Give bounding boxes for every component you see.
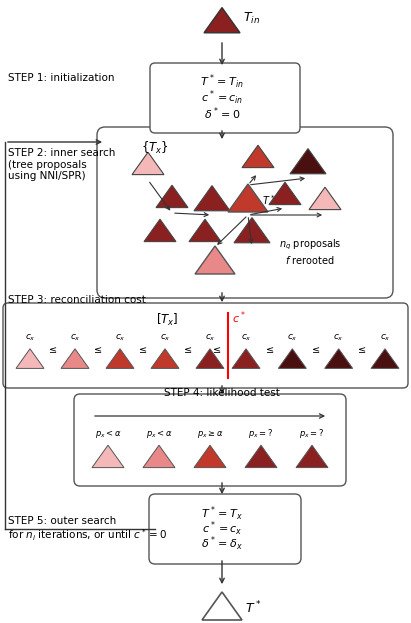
FancyBboxPatch shape (74, 394, 346, 486)
Polygon shape (189, 219, 221, 242)
Text: STEP 3: reconciliation cost: STEP 3: reconciliation cost (8, 295, 146, 305)
Polygon shape (156, 185, 188, 207)
Polygon shape (16, 349, 44, 368)
Text: $\leq$: $\leq$ (47, 345, 58, 355)
Text: $T_{in}$: $T_{in}$ (243, 11, 260, 26)
Polygon shape (296, 445, 328, 468)
Polygon shape (196, 349, 224, 368)
Text: STEP 2: inner search
(tree proposals
using NNI/SPR): STEP 2: inner search (tree proposals usi… (8, 148, 115, 181)
Text: $\delta^* = \delta_x$: $\delta^* = \delta_x$ (201, 535, 243, 553)
Text: $T^*$: $T^*$ (245, 600, 261, 616)
Text: $p_x < \alpha$: $p_x < \alpha$ (145, 428, 172, 440)
Text: $\leq$: $\leq$ (356, 345, 367, 355)
Text: $c^* = c_x$: $c^* = c_x$ (202, 520, 242, 538)
Polygon shape (92, 445, 124, 468)
Polygon shape (269, 182, 301, 204)
Text: $\{T_x\}$: $\{T_x\}$ (141, 140, 169, 156)
Polygon shape (132, 152, 164, 174)
Polygon shape (202, 592, 242, 620)
Text: $c_x$: $c_x$ (287, 333, 298, 343)
Polygon shape (234, 217, 270, 243)
Text: STEP 4: likelihood test: STEP 4: likelihood test (164, 388, 280, 398)
Text: $c^*$: $c^*$ (232, 310, 246, 326)
Text: $\leq$: $\leq$ (137, 345, 148, 355)
Text: $\leq$: $\leq$ (212, 345, 222, 355)
Polygon shape (278, 349, 306, 368)
Text: STEP 1: initialization: STEP 1: initialization (8, 73, 115, 83)
Polygon shape (309, 187, 341, 209)
Text: $c_x$: $c_x$ (333, 333, 344, 343)
Polygon shape (144, 219, 176, 242)
Text: $[T_x]$: $[T_x]$ (156, 312, 178, 328)
FancyBboxPatch shape (150, 63, 300, 133)
Text: $c_x$: $c_x$ (69, 333, 81, 343)
Text: $p_x = ?$: $p_x = ?$ (248, 427, 274, 440)
Polygon shape (371, 349, 399, 368)
Text: $c_x$: $c_x$ (205, 333, 215, 343)
Text: $p_x \geq \alpha$: $p_x \geq \alpha$ (196, 429, 223, 439)
Polygon shape (204, 7, 240, 33)
Text: $p_x = ?$: $p_x = ?$ (299, 427, 325, 440)
Text: $c_x$: $c_x$ (159, 333, 171, 343)
Text: $c_x$: $c_x$ (25, 333, 35, 343)
Text: $\leq$: $\leq$ (310, 345, 321, 355)
Text: $c_x$: $c_x$ (380, 333, 390, 343)
Polygon shape (245, 445, 277, 468)
Polygon shape (195, 246, 235, 274)
Polygon shape (232, 349, 260, 368)
Text: $\leq$: $\leq$ (92, 345, 103, 355)
Polygon shape (228, 184, 268, 212)
FancyBboxPatch shape (3, 303, 408, 388)
Polygon shape (106, 349, 134, 368)
Text: $\delta^* = 0$: $\delta^* = 0$ (203, 106, 240, 122)
Polygon shape (61, 349, 89, 368)
Text: $c^* = c_{in}$: $c^* = c_{in}$ (201, 89, 243, 107)
Text: $c_x$: $c_x$ (115, 333, 125, 343)
Text: $\leq$: $\leq$ (263, 345, 275, 355)
Polygon shape (151, 349, 179, 368)
Polygon shape (143, 445, 175, 468)
Polygon shape (242, 145, 274, 168)
FancyBboxPatch shape (97, 127, 393, 298)
Polygon shape (325, 349, 353, 368)
Text: $p_x < \alpha$: $p_x < \alpha$ (95, 428, 121, 440)
Text: for $n_i$ iterations, or until $c^* = 0$: for $n_i$ iterations, or until $c^* = 0$ (8, 527, 167, 543)
Text: $\leq$: $\leq$ (182, 345, 193, 355)
Text: STEP 5: outer search: STEP 5: outer search (8, 516, 116, 526)
Polygon shape (194, 445, 226, 468)
Text: $T^* = T_x$: $T^* = T_x$ (201, 505, 243, 523)
Text: $T^* = T_{in}$: $T^* = T_{in}$ (200, 73, 244, 91)
Polygon shape (290, 149, 326, 174)
Text: $c_x$: $c_x$ (240, 333, 252, 343)
Polygon shape (194, 186, 230, 211)
Text: $n_q$ proposals
$f$ rerooted: $n_q$ proposals $f$ rerooted (279, 238, 341, 266)
FancyBboxPatch shape (149, 494, 301, 564)
Text: $T^*$: $T^*$ (262, 193, 275, 207)
